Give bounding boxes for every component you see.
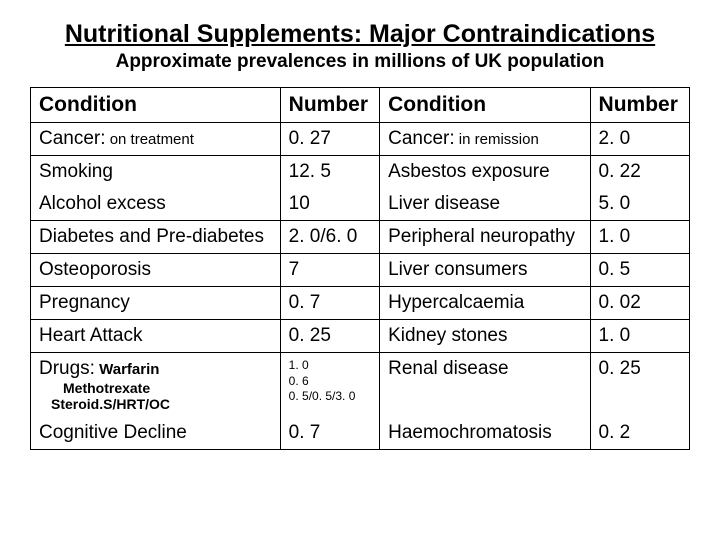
cell-number: 0. 7 (280, 417, 379, 450)
page-title: Nutritional Supplements: Major Contraind… (30, 20, 690, 49)
cell-subtext: Steroid.S/HRT/OC (39, 396, 272, 412)
contraindications-table: Condition Number Condition Number Cancer… (30, 87, 690, 450)
cell-condition: Renal disease (380, 353, 590, 418)
cell-line: 1. 0 (289, 358, 309, 372)
cell-number: 1. 0 (590, 221, 689, 254)
header-condition-2: Condition (380, 88, 590, 123)
cell-subtext: Warfarin (95, 361, 159, 378)
cell-condition: Cancer: on treatment (31, 123, 281, 156)
cell-condition: Cognitive Decline (31, 417, 281, 450)
table-row: Alcohol excess 10 Liver disease 5. 0 (31, 188, 690, 221)
cell-number: 0. 2 (590, 417, 689, 450)
cell-condition: Smoking (31, 156, 281, 189)
header-number-2: Number (590, 88, 689, 123)
cell-number: 5. 0 (590, 188, 689, 221)
cell-number: 0. 22 (590, 156, 689, 189)
table-row: Pregnancy 0. 7 Hypercalcaemia 0. 02 (31, 287, 690, 320)
cell-number: 0. 5 (590, 254, 689, 287)
cell-condition: Peripheral neuropathy (380, 221, 590, 254)
table-row: Heart Attack 0. 25 Kidney stones 1. 0 (31, 320, 690, 353)
table-row: Cancer: on treatment 0. 27 Cancer: in re… (31, 123, 690, 156)
cell-number: 0. 25 (590, 353, 689, 418)
cell-condition: Cancer: in remission (380, 123, 590, 156)
cell-number: 0. 7 (280, 287, 379, 320)
cell-condition: Asbestos exposure (380, 156, 590, 189)
cell-condition: Kidney stones (380, 320, 590, 353)
cell-subtext: in remission (455, 131, 539, 148)
cell-number: 0. 25 (280, 320, 379, 353)
cell-prefix: Cancer: (39, 128, 106, 149)
cell-condition: Hypercalcaemia (380, 287, 590, 320)
cell-line: 0. 6 (289, 374, 309, 388)
table-row: Osteoporosis 7 Liver consumers 0. 5 (31, 254, 690, 287)
cell-number: 7 (280, 254, 379, 287)
table-row: Cognitive Decline 0. 7 Haemochromatosis … (31, 417, 690, 450)
cell-number: 2. 0/6. 0 (280, 221, 379, 254)
cell-number: 10 (280, 188, 379, 221)
table-row: Smoking 12. 5 Asbestos exposure 0. 22 (31, 156, 690, 189)
cell-number: 0. 27 (280, 123, 379, 156)
cell-condition: Liver disease (380, 188, 590, 221)
cell-number: 12. 5 (280, 156, 379, 189)
cell-number: 1. 0 (590, 320, 689, 353)
cell-line: 0. 5/0. 5/3. 0 (289, 389, 356, 403)
table-header-row: Condition Number Condition Number (31, 88, 690, 123)
cell-condition: Liver consumers (380, 254, 590, 287)
cell-number: 1. 0 0. 6 0. 5/0. 5/3. 0 (280, 353, 379, 418)
cell-condition: Haemochromatosis (380, 417, 590, 450)
cell-number: 2. 0 (590, 123, 689, 156)
table-row: Diabetes and Pre-diabetes 2. 0/6. 0 Peri… (31, 221, 690, 254)
cell-prefix: Cancer: (388, 128, 455, 149)
cell-condition: Diabetes and Pre-diabetes (31, 221, 281, 254)
cell-condition: Heart Attack (31, 320, 281, 353)
cell-subtext: on treatment (106, 131, 194, 148)
cell-condition: Osteoporosis (31, 254, 281, 287)
cell-subtext: Methotrexate (39, 380, 272, 396)
header-number-1: Number (280, 88, 379, 123)
cell-number: 0. 02 (590, 287, 689, 320)
header-condition-1: Condition (31, 88, 281, 123)
cell-prefix: Drugs: (39, 358, 95, 379)
table-row: Drugs: Warfarin Methotrexate Steroid.S/H… (31, 353, 690, 418)
cell-condition: Drugs: Warfarin Methotrexate Steroid.S/H… (31, 353, 281, 418)
page-subtitle: Approximate prevalences in millions of U… (30, 51, 690, 73)
cell-condition: Pregnancy (31, 287, 281, 320)
cell-condition: Alcohol excess (31, 188, 281, 221)
